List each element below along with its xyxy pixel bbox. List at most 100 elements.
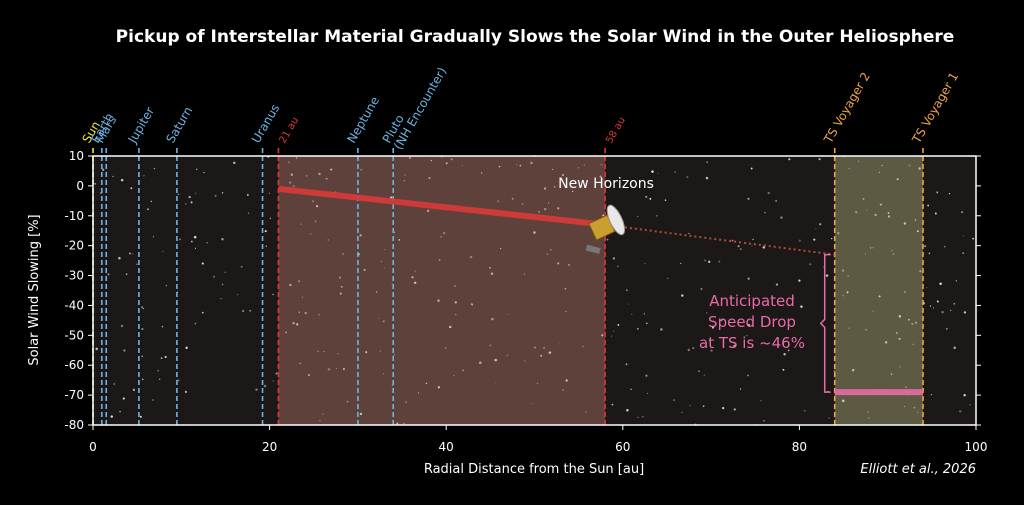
star <box>919 270 922 273</box>
star <box>868 417 870 419</box>
star <box>953 302 956 305</box>
star <box>418 392 420 394</box>
star <box>342 367 345 370</box>
star <box>703 374 706 376</box>
star <box>408 156 411 159</box>
star <box>626 408 629 412</box>
star <box>112 175 114 178</box>
x-tick-label: 60 <box>615 440 630 454</box>
star <box>453 374 455 377</box>
star <box>158 378 161 380</box>
star <box>269 217 272 220</box>
star <box>549 248 552 251</box>
star <box>787 349 790 352</box>
star <box>147 208 150 211</box>
star <box>255 388 258 391</box>
star <box>775 283 779 286</box>
star <box>928 252 931 255</box>
star <box>864 253 867 255</box>
star <box>359 412 363 416</box>
star <box>929 305 932 307</box>
x-tick-label: 80 <box>792 440 807 454</box>
star <box>739 388 742 390</box>
star <box>818 158 821 161</box>
star <box>880 203 882 206</box>
star <box>289 283 292 287</box>
star <box>136 263 138 265</box>
star <box>315 205 319 208</box>
star <box>874 213 877 217</box>
star <box>141 355 143 357</box>
star <box>903 222 906 225</box>
star <box>872 247 874 249</box>
star <box>437 386 441 389</box>
star <box>908 164 911 167</box>
star <box>440 235 443 238</box>
star <box>912 343 915 346</box>
star <box>775 199 778 202</box>
star <box>760 400 762 402</box>
star <box>221 192 224 194</box>
star <box>157 369 160 372</box>
star <box>559 343 561 345</box>
star <box>903 291 906 294</box>
star <box>125 273 128 275</box>
star <box>601 334 604 337</box>
star <box>469 255 473 259</box>
star <box>847 275 849 277</box>
star <box>572 190 574 193</box>
annotation: Anticipated <box>709 292 795 310</box>
y-tick-label: -30 <box>64 269 84 283</box>
star <box>543 187 547 190</box>
star <box>660 328 663 331</box>
star <box>491 317 494 321</box>
star <box>895 332 898 334</box>
star <box>214 194 217 197</box>
star <box>184 390 187 393</box>
star <box>461 164 463 166</box>
star <box>318 172 321 176</box>
star <box>289 181 292 184</box>
star <box>437 299 440 302</box>
star <box>792 297 795 299</box>
star <box>831 237 833 240</box>
star <box>646 322 648 325</box>
star <box>892 253 895 255</box>
star <box>391 282 393 284</box>
star <box>119 410 121 413</box>
star <box>737 245 740 248</box>
star <box>196 168 198 170</box>
star <box>963 311 967 314</box>
star <box>932 307 935 309</box>
star <box>340 285 343 288</box>
star <box>747 323 750 326</box>
star <box>543 346 546 349</box>
star <box>304 311 308 315</box>
star <box>118 256 121 260</box>
star <box>746 334 748 337</box>
star <box>298 311 301 314</box>
star <box>643 313 646 315</box>
star <box>687 348 690 352</box>
star <box>265 245 267 247</box>
star <box>625 363 628 366</box>
star <box>704 259 706 262</box>
star <box>359 234 362 237</box>
star <box>102 168 105 171</box>
star <box>317 350 319 353</box>
star <box>233 161 236 165</box>
chart-title: Pickup of Interstellar Material Graduall… <box>116 27 955 47</box>
star <box>936 300 939 303</box>
y-tick-label: -60 <box>64 358 84 372</box>
x-tick-label: 100 <box>965 440 988 454</box>
star <box>263 384 267 388</box>
star <box>495 382 497 384</box>
star <box>955 280 957 282</box>
star <box>129 252 131 255</box>
star <box>881 164 883 167</box>
star <box>822 266 824 268</box>
star <box>837 231 840 235</box>
star <box>203 171 205 174</box>
star <box>867 410 869 413</box>
star <box>195 192 197 194</box>
